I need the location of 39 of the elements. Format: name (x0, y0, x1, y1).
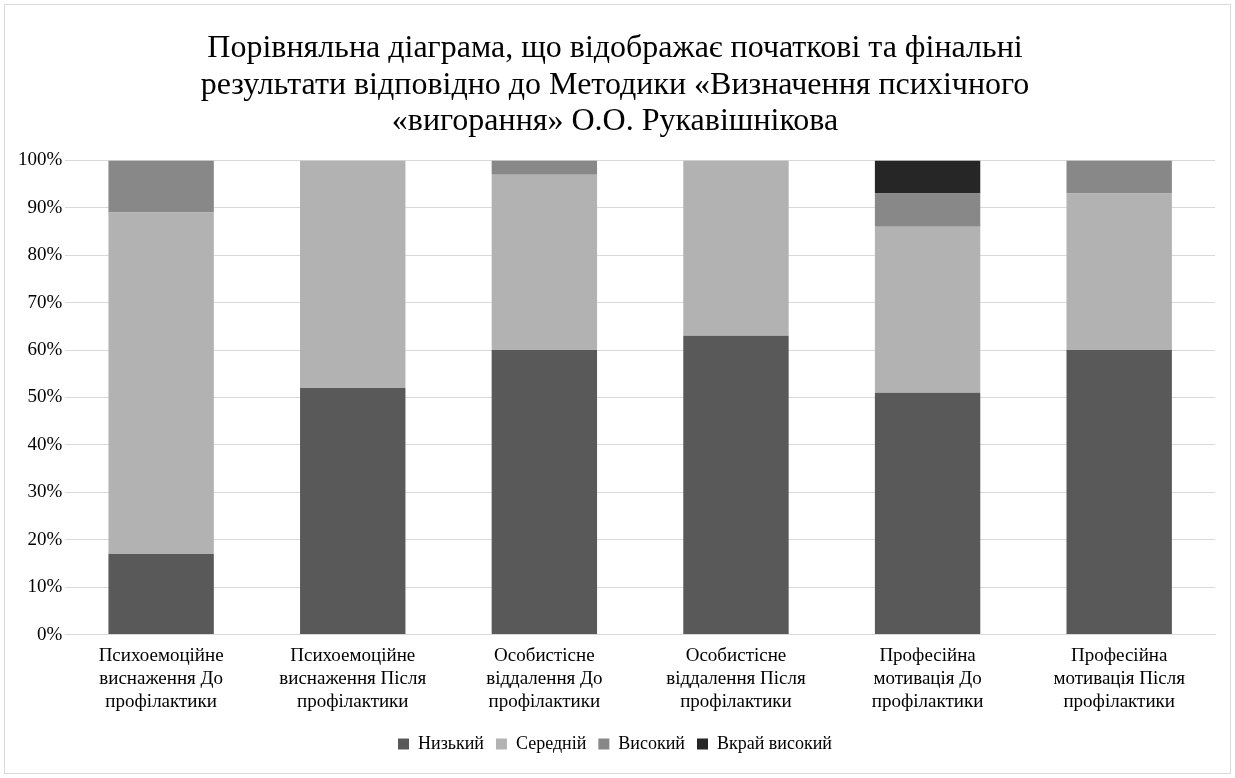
legend-label: Низький (418, 732, 485, 753)
bar (491, 174, 598, 351)
y-tick-label: 100% (18, 148, 63, 170)
x-tick-label: Професійна мотивація Після профілактики (1053, 643, 1186, 711)
bar (683, 160, 789, 336)
y-tick-label: 20% (27, 527, 63, 549)
legend-label: Середній (515, 732, 587, 753)
bar (683, 335, 789, 635)
y-tick-label: 50% (27, 385, 63, 407)
bar (300, 388, 406, 635)
bar (874, 160, 981, 194)
y-tick-label: 80% (27, 243, 63, 265)
x-tick-label: Особистісне віддалення До профілактики (486, 643, 603, 711)
x-tick-label: Професійна мотивація До профілактики (871, 643, 984, 711)
bar (491, 160, 598, 175)
x-tick-label: Особистісне віддалення Після профілактики (666, 643, 807, 711)
x-tick-label: Психоемоційне виснаження До профілактики (98, 643, 224, 711)
bar (108, 553, 214, 635)
chart-title: Порівняльна діаграма, що відображає початкові та фінальні результати відповідно до Методики «Визначення психічного «вигорання» О.О. Рукавішнікова (200, 27, 1030, 138)
y-tick-label: 30% (27, 480, 63, 502)
bar (491, 350, 598, 635)
bar (1066, 350, 1172, 635)
y-tick-label: 10% (27, 575, 63, 597)
y-tick-label: 60% (27, 338, 63, 360)
bar (874, 392, 981, 635)
legend-label: Високий (618, 732, 686, 753)
bar (108, 212, 214, 554)
bar (108, 160, 214, 213)
bar (874, 226, 981, 393)
bar (1066, 193, 1172, 351)
legend-label: Вкрай високий (716, 732, 833, 753)
y-tick-label: 90% (27, 195, 63, 217)
bar (1066, 160, 1172, 194)
y-tick-label: 70% (27, 290, 63, 312)
x-tick-label: Психоемоційне виснаження Після профілактики (279, 643, 427, 711)
y-tick-label: 40% (27, 432, 63, 454)
bar (300, 160, 406, 389)
y-tick-label: 0% (37, 622, 63, 644)
bar (874, 193, 981, 227)
